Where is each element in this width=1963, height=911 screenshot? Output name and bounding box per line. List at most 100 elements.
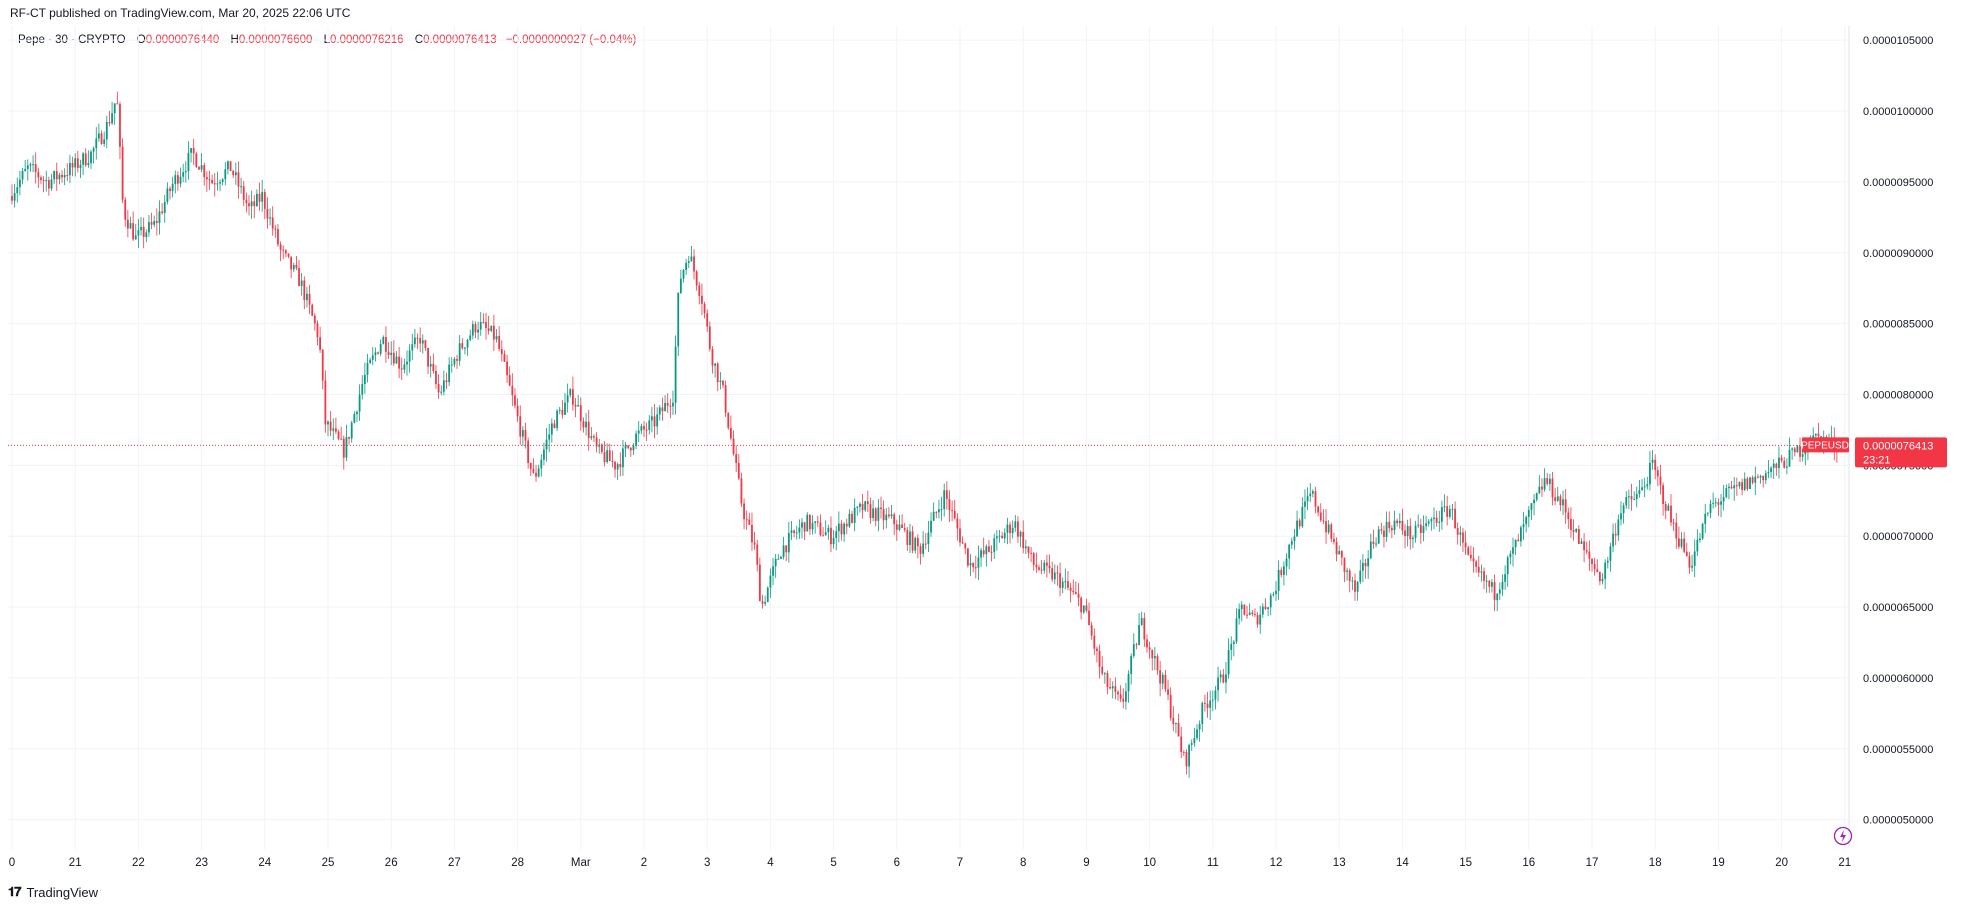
candle [366,353,369,383]
publisher-line: RF-CT published on TradingView.com, Mar … [10,6,351,20]
candle [1788,437,1791,467]
candle [911,526,914,554]
candle [1340,550,1343,566]
candle [474,321,477,338]
candle [500,340,503,362]
candle [1280,567,1283,578]
candle [698,282,701,305]
candle [1304,489,1306,520]
x-tick-label: 10 [1143,857,1156,869]
candle [1601,573,1604,585]
candle [645,422,648,442]
candle [990,545,993,562]
candle [1067,571,1069,591]
candle [624,441,627,458]
candle [161,203,163,215]
candle [961,536,964,544]
candle [548,423,551,453]
candle [1593,557,1596,576]
chart-grid [8,26,1848,850]
candle [632,443,635,455]
candle [1649,451,1651,491]
candle [469,329,472,342]
candle [756,539,759,572]
candle [435,365,437,389]
price-axis: 0.0000050000 0.0000055000 0.0000060000 0.00… [1848,26,1933,846]
candle [1725,484,1728,499]
candle [687,255,690,269]
candle [274,225,277,238]
candle [545,428,548,462]
candle [158,200,161,235]
candle [890,505,893,519]
candle [556,409,558,432]
candle [953,499,956,520]
candle [1799,437,1801,463]
candle [208,170,211,190]
candle [1520,525,1522,547]
candle [711,346,714,374]
candle [1622,502,1625,524]
candle [748,512,751,525]
candle [1699,533,1701,543]
candle [445,372,448,390]
candle [1380,522,1383,535]
candle [977,545,980,581]
candle [1001,531,1004,539]
candle [722,379,724,389]
candle [787,521,790,563]
candle [403,358,406,374]
candle [535,464,537,482]
candle [1130,653,1133,685]
candle [1140,611,1143,626]
candle [1591,558,1593,572]
x-tick-label: 25 [322,857,335,869]
candle [429,355,432,378]
candle [1367,550,1370,579]
candle [1562,490,1564,515]
alert-lightning-icon[interactable] [1833,826,1853,846]
candle [485,312,487,340]
candle [579,397,582,431]
candle [195,151,198,168]
candle [1530,502,1533,521]
candle [872,500,874,522]
candle [782,536,785,560]
candle [1404,524,1406,549]
candle [532,458,535,474]
candle [524,422,527,449]
candle [769,568,772,598]
candle [1254,608,1256,618]
candle [932,502,935,521]
x-tick-label: 18 [1649,857,1662,869]
candle [1488,579,1491,593]
candle [1372,529,1375,549]
candle [1456,522,1459,545]
footer-brand[interactable]: 𝟏𝟕 TradingView [8,884,98,900]
candle [414,328,416,348]
x-tick-label: 17 [1586,857,1599,869]
candle [1651,450,1654,470]
candle [622,439,624,476]
candle [148,215,150,237]
candle [982,537,985,558]
candle [780,555,782,560]
candle [361,375,364,400]
candle [1343,557,1346,583]
candle [993,533,996,560]
candle [11,184,13,205]
candle [324,370,327,433]
candle [1393,510,1396,535]
candle [969,554,972,577]
x-tick-label: 13 [1333,857,1346,869]
candlestick-chart[interactable]: 0.0000050000 0.0000055000 0.0000060000 0.00… [0,26,1963,884]
candle [708,321,711,352]
candle [432,353,435,374]
candle [1051,561,1054,583]
candle [685,258,688,275]
candle [1159,660,1162,697]
candle [1472,546,1475,573]
candle [1757,474,1759,479]
candle [866,490,869,513]
candle [411,333,414,361]
